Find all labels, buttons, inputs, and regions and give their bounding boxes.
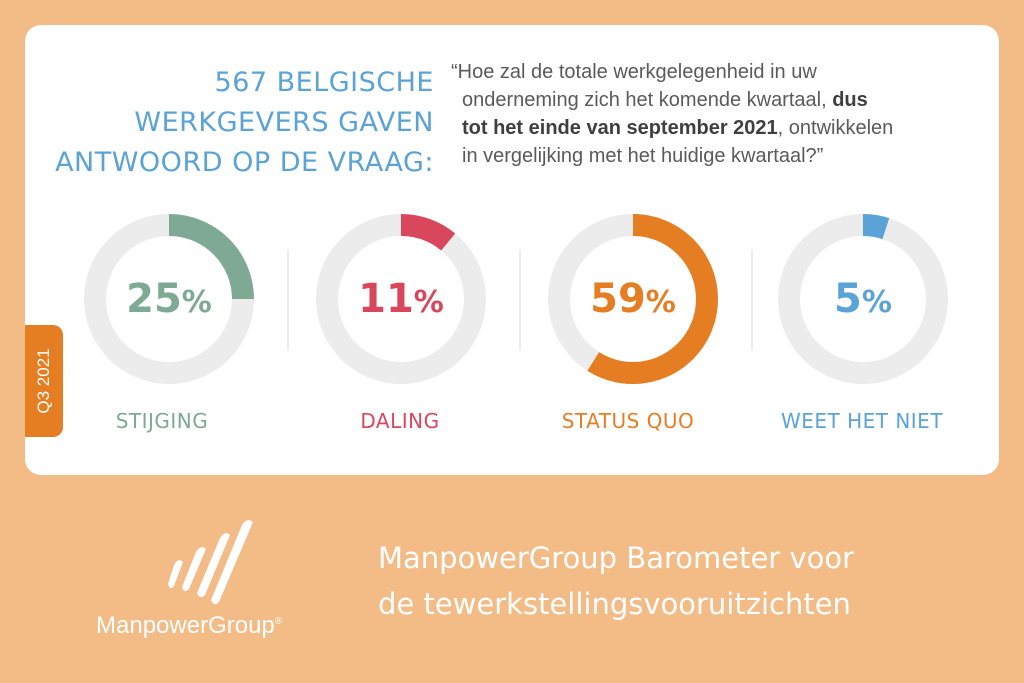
category-label: STATUS QUO <box>561 409 695 433</box>
donut-charts: 25% 11% 59% 5% <box>84 214 948 384</box>
footer-title-line-2: de tewerkstellingsvooruitzichten <box>378 587 851 621</box>
category-label: WEET HET NIET <box>780 409 944 433</box>
value-label: 11% <box>358 276 444 322</box>
quarter-tab: Q3 2021 <box>25 325 63 437</box>
trademark: ® <box>274 616 283 627</box>
question-line-1: “Hoe zal de totale werkgelegenheid in uw <box>451 61 817 83</box>
question-line-3-text: , ontwikkelen <box>777 117 894 139</box>
value-label: 5% <box>834 276 892 322</box>
donut-segment <box>778 214 948 384</box>
donut-segment <box>548 214 718 384</box>
footer-title: ManpowerGroup Barometer voor de tewerkst… <box>378 535 854 627</box>
headline-line-2: WERKGEVERS GAVEN <box>134 107 434 138</box>
content-card: 567 BELGISCHE WERKGEVERS GAVEN ANTWOORD … <box>25 25 999 475</box>
headline: 567 BELGISCHE WERKGEVERS GAVEN ANTWOORD … <box>14 63 434 183</box>
question-line-2: onderneming zich het komende kwartaal, d… <box>451 86 991 114</box>
category-label: DALING <box>360 409 440 433</box>
survey-question: “Hoe zal de totale werkgelegenheid in uw… <box>451 58 991 170</box>
question-line-3-bold: tot het einde van september 2021 <box>462 117 778 139</box>
category-label: STIJGING <box>115 409 209 433</box>
brand-name: ManpowerGroup® <box>96 612 282 640</box>
question-line-2-bold: dus <box>832 89 868 111</box>
divider <box>287 250 289 350</box>
headline-line-1: 567 BELGISCHE <box>214 67 434 98</box>
donut-segment <box>316 214 486 384</box>
question-line-2-text: onderneming zich het komende kwartaal, <box>462 89 833 111</box>
headline-line-3: ANTWOORD OP DE VRAAG: <box>55 147 434 178</box>
donut-segment <box>84 214 254 384</box>
question-line-3: tot het einde van september 2021, ontwik… <box>451 114 991 142</box>
footer-title-line-1: ManpowerGroup Barometer voor <box>378 541 855 575</box>
divider <box>751 250 753 350</box>
question-line-4: in vergelijking met het huidige kwartaal… <box>462 145 824 167</box>
manpowergroup-logo-icon <box>168 520 253 605</box>
brand-name-text: ManpowerGroup <box>96 612 275 639</box>
quarter-label: Q3 2021 <box>34 348 53 414</box>
divider <box>519 250 521 350</box>
value-label: 25% <box>126 276 212 322</box>
value-label: 59% <box>590 276 676 322</box>
